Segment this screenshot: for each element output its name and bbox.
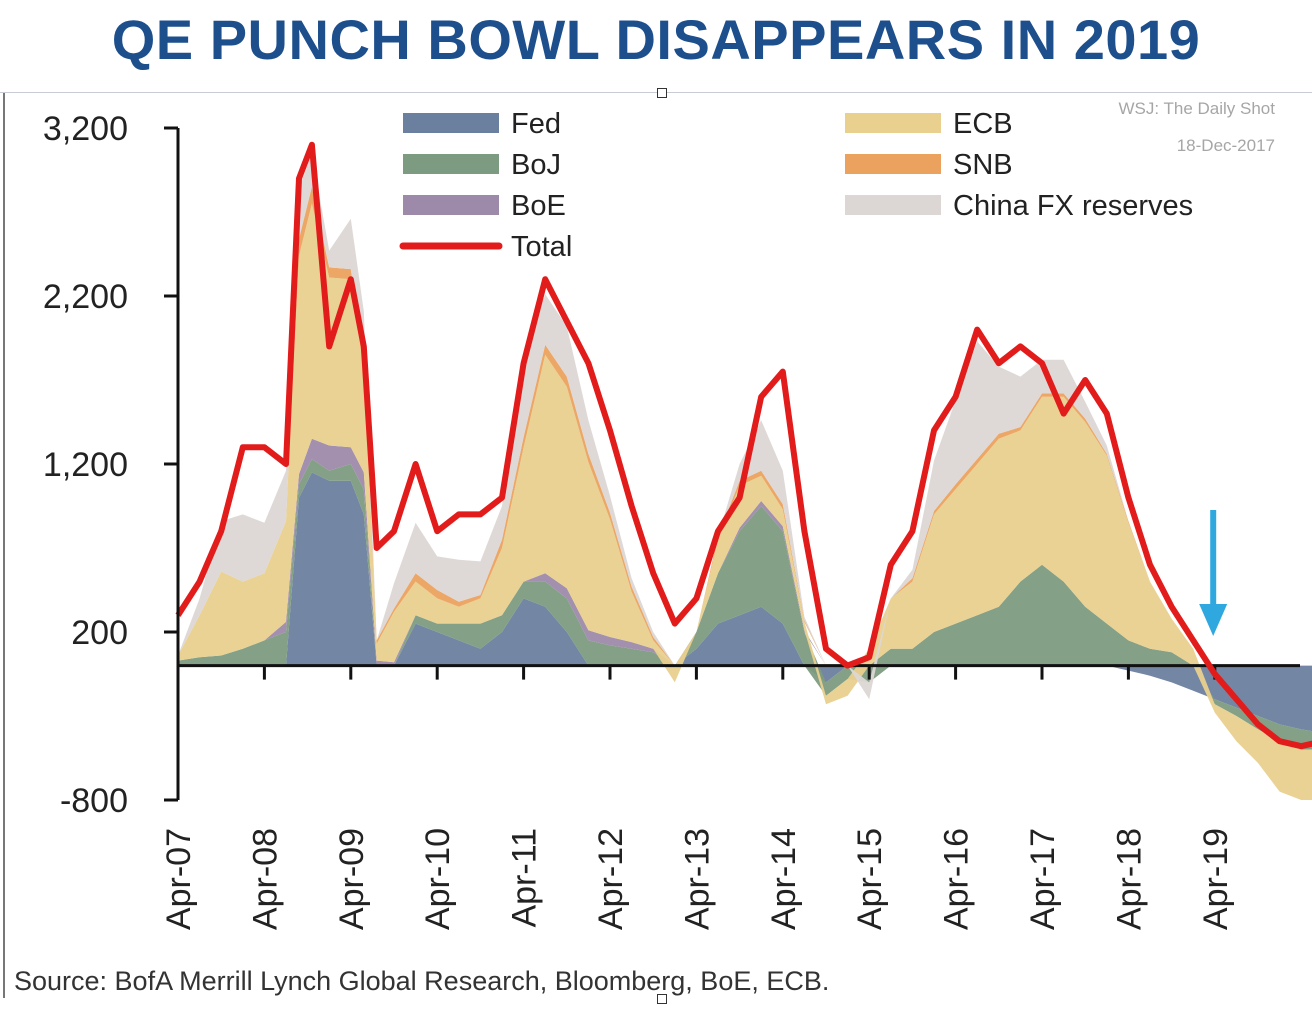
area-ecb	[178, 203, 1312, 800]
title-divider	[0, 92, 1312, 93]
arrow-head	[1199, 604, 1228, 636]
x-tick-label: Apr-10	[419, 828, 457, 930]
legend-swatch-boj	[403, 154, 499, 174]
stacked-areas	[178, 153, 1312, 800]
legend-label-total: Total	[511, 231, 572, 263]
area-boj	[178, 459, 1312, 750]
y-tick-label: 2,200	[43, 278, 128, 316]
source-note: Source: BofA Merrill Lynch Global Resear…	[14, 966, 830, 996]
y-tick-label: 200	[71, 614, 128, 652]
series-line-total	[175, 141, 1312, 750]
legend-swatch-china	[845, 195, 941, 215]
legend: Fed BoJ BoE Total ECB SNB China FX reserves	[399, 108, 1193, 263]
y-tick-label: 3,200	[43, 110, 128, 148]
y-tick-label: -800	[60, 782, 128, 820]
frame-left-border	[3, 93, 5, 998]
x-tick-label: Apr-08	[246, 828, 284, 930]
annotation-arrow	[1199, 510, 1228, 636]
legend-swatch-fed	[403, 113, 499, 133]
x-tick-label: Apr-11	[506, 828, 544, 928]
page-title: QE PUNCH BOWL DISAPPEARS IN 2019	[111, 8, 1201, 71]
selection-handle-top[interactable]	[657, 88, 667, 98]
x-tick-labels: Apr-07 Apr-08 Apr-09 Apr-10 Apr-11 Apr-12 Apr-…	[160, 828, 1235, 930]
x-tick-label: Apr-18	[1110, 828, 1148, 930]
legend-label-boj: BoJ	[511, 149, 561, 181]
x-tick-label: Apr-14	[765, 828, 803, 930]
legend-swatch-snb	[845, 154, 941, 174]
credit-line-1: WSJ: The Daily Shot	[1118, 99, 1275, 118]
x-tick-label: Apr-16	[938, 828, 976, 930]
x-tick-label: Apr-17	[1024, 828, 1062, 930]
legend-label-boe: BoE	[511, 190, 566, 222]
y-tick-label: 1,200	[43, 446, 128, 484]
credit-line-2: 18-Dec-2017	[1177, 136, 1275, 155]
x-tick-label: Apr-15	[851, 828, 889, 930]
x-tick-label: Apr-07	[160, 828, 198, 930]
legend-swatch-boe	[403, 195, 499, 215]
x-tick-label: Apr-12	[592, 828, 630, 930]
legend-swatch-ecb	[845, 113, 941, 133]
legend-label-china: China FX reserves	[953, 190, 1193, 222]
selection-handle-bottom[interactable]	[657, 994, 667, 1004]
x-tick-label: Apr-13	[678, 828, 716, 930]
area-china	[178, 153, 1312, 700]
legend-label-ecb: ECB	[953, 108, 1013, 140]
x-tick-marks	[176, 665, 1217, 680]
x-tick-label: Apr-19	[1197, 828, 1235, 930]
x-tick-label: Apr-09	[333, 828, 371, 930]
legend-label-snb: SNB	[953, 149, 1013, 181]
legend-label-fed: Fed	[511, 108, 561, 140]
y-tick-group: 3,200 2,200 1,200 200 -800	[43, 110, 178, 820]
